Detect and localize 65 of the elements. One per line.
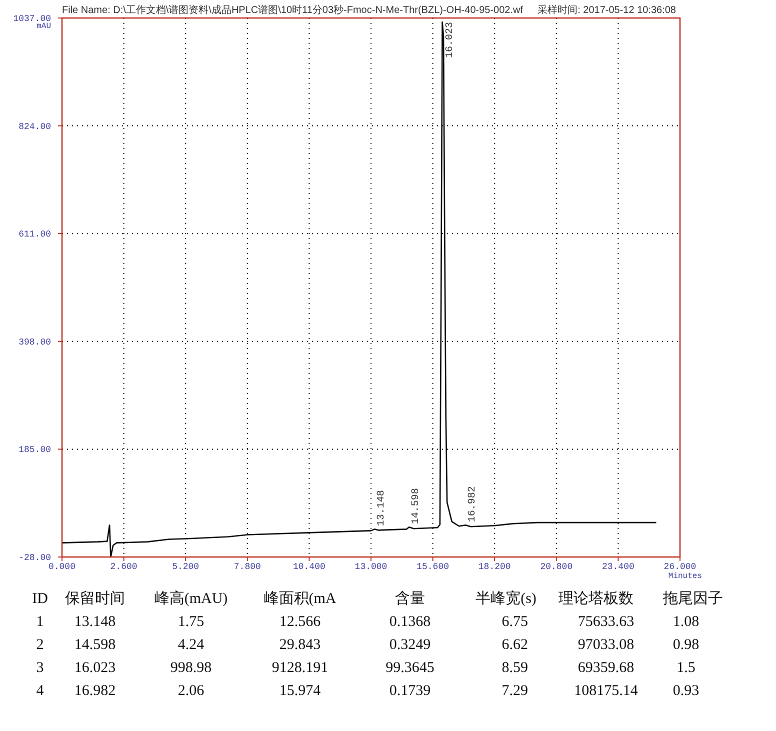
x-tick-label: 0.000: [48, 562, 76, 572]
text: 0.93: [672, 683, 700, 699]
text: 1.08: [672, 614, 700, 630]
text: 16.023: [74, 660, 116, 676]
x-axis-title: Minutes: [668, 572, 702, 581]
text: 97033.08: [578, 637, 634, 653]
text: 998.98: [170, 660, 212, 676]
x-tick-label: 15.600: [416, 562, 450, 572]
text: 69359.68: [578, 660, 634, 676]
annotation: 16.023: [444, 22, 456, 58]
text: 6.62: [502, 637, 528, 653]
text: 29.843: [279, 637, 321, 653]
text: 2.06: [178, 683, 205, 699]
x-tick-label: 7.800: [234, 562, 261, 572]
text: 采样时间: 2017-05-12 10:36:08: [538, 4, 676, 16]
text: 6.75: [502, 614, 528, 630]
y-tick-label: -28.00: [18, 553, 51, 563]
text: 9128.191: [272, 660, 328, 676]
x-tick-label: 20.800: [540, 562, 573, 572]
text: 1.75: [178, 614, 204, 630]
text: 8.59: [502, 660, 528, 676]
text: 7.29: [502, 683, 528, 699]
text: 含量: [395, 590, 425, 607]
x-tick-label: 23.400: [602, 562, 634, 572]
y-tick-label: 1037.00: [13, 14, 51, 24]
text: 峰高(mAU): [154, 590, 228, 607]
annotation: 16.982: [468, 486, 479, 522]
text: 理论塔板数: [558, 590, 634, 607]
text: 3: [36, 660, 44, 676]
text: 0.98: [672, 637, 700, 653]
text: 2: [36, 637, 44, 653]
text: ID: [32, 591, 48, 607]
y-tick-label: 398.00: [18, 337, 51, 348]
annotation: 14.598: [410, 488, 422, 524]
text: 12.566: [279, 614, 322, 630]
annotation: 13.148: [376, 490, 388, 526]
text: 1: [36, 614, 44, 630]
text: 1.5: [676, 660, 696, 676]
text: 99.3645: [386, 660, 434, 676]
x-tick-label: 26.000: [664, 562, 696, 572]
text: 75633.63: [578, 614, 634, 630]
y-tick-label: 611.00: [18, 230, 51, 240]
y-axis-title: mAU: [36, 22, 52, 31]
x-tick-label: 18.200: [478, 562, 511, 572]
text: 拖尾因子: [662, 590, 723, 607]
x-tick-label: 2.600: [110, 562, 138, 572]
text: 半峰宽(s): [476, 590, 536, 607]
x-tick-label: 13.000: [354, 562, 388, 572]
text: 14.598: [74, 637, 116, 653]
text: 4.24: [178, 637, 205, 653]
y-tick-label: 824.00: [18, 122, 51, 132]
text: 108175.14: [574, 683, 638, 699]
text: 15.974: [279, 683, 322, 699]
y-tick-label: 185.00: [18, 445, 51, 456]
text: 0.1739: [389, 683, 431, 699]
x-tick-label: 10.400: [292, 562, 326, 572]
text: 保留时间: [65, 590, 125, 607]
text: 13.148: [74, 614, 116, 630]
text: 16.982: [74, 683, 116, 699]
x-tick-label: 5.200: [172, 562, 200, 572]
text: File Name: D:\工作文档\谱图资料\成品HPLC谱图\10时11分03秒-Fmoc-N-Me-Thr(BZL)-OH-40-95-002.wf: [62, 4, 524, 16]
text: 4: [36, 683, 44, 699]
text: 峰面积(mA: [264, 590, 336, 607]
text: 0.1368: [389, 614, 431, 630]
text: 0.3249: [389, 637, 431, 653]
